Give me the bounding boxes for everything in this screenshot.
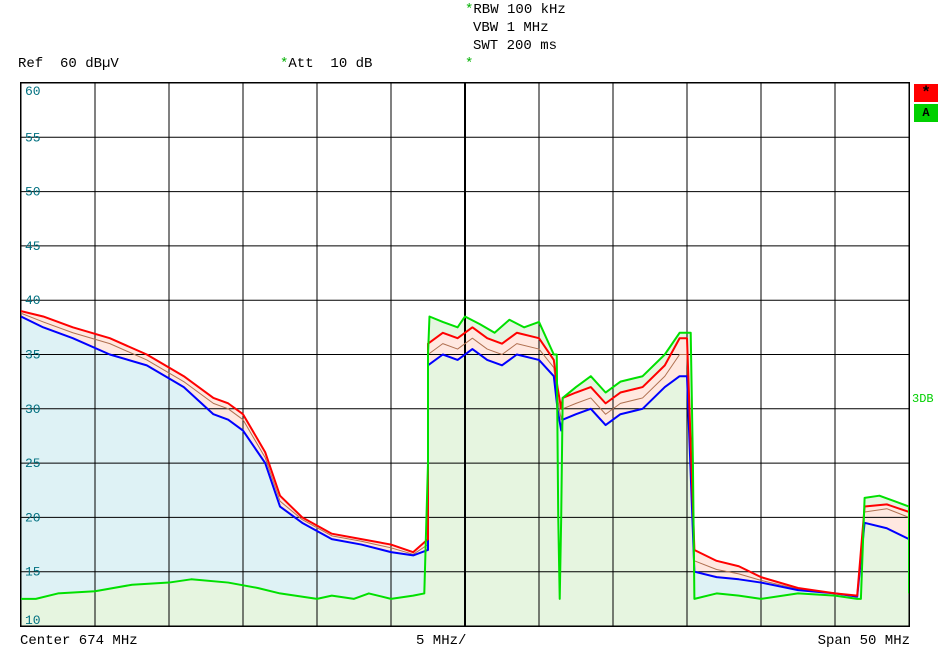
svg-text:50: 50 (25, 185, 41, 200)
svg-text:45: 45 (25, 239, 41, 254)
svg-text:60: 60 (25, 84, 41, 99)
svg-text:55: 55 (25, 130, 41, 145)
svg-text:15: 15 (25, 565, 41, 580)
att-label: Att 10 dB (288, 56, 372, 72)
freq-div-label: 5 MHz/ (416, 633, 466, 649)
svg-text:25: 25 (25, 456, 41, 471)
rbw-label: RBW 100 kHz (473, 2, 565, 18)
vbw-label: VBW 1 MHz (473, 20, 549, 36)
label-3db: 3DB (912, 392, 934, 406)
spectrum-plot: 10 15 20 25 30 35 40 45 50 55 60 (20, 82, 910, 627)
spectrum-analyzer-screen: *RBW 100 kHz VBW 1 MHz SWT 200 ms Ref 60… (10, 10, 934, 659)
center-freq-label: Center 674 MHz (20, 633, 138, 649)
svg-text:10: 10 (25, 613, 41, 626)
swt-label: SWT 200 ms (473, 38, 557, 54)
att-marker: *Att 10 dB (280, 56, 372, 72)
ref-label: Ref 60 dBµV (18, 56, 119, 72)
rbw-marker: *RBW 100 kHz (465, 2, 566, 18)
status-badge-a: A (914, 104, 938, 122)
svg-text:40: 40 (25, 293, 41, 308)
span-label: Span 50 MHz (818, 633, 910, 649)
status-badge-star: * (914, 84, 938, 102)
svg-text:20: 20 (25, 510, 41, 525)
svg-text:35: 35 (25, 348, 41, 363)
svg-text:30: 30 (25, 402, 41, 417)
